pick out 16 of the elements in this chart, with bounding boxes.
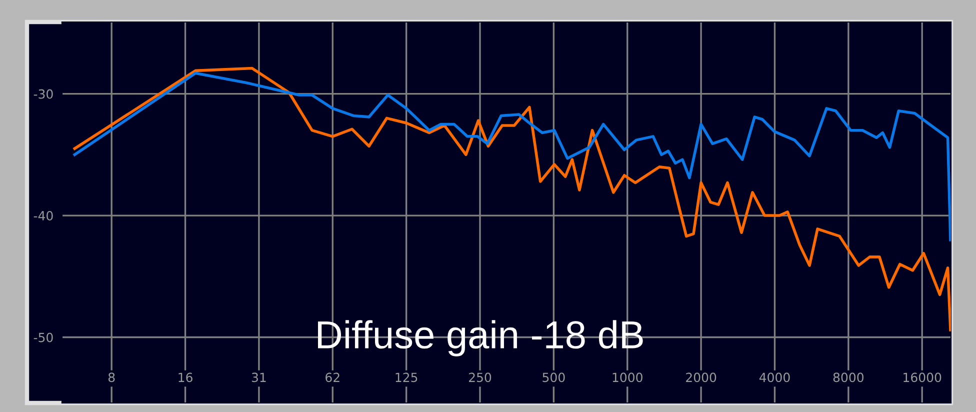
y-tick-label: -50 <box>34 332 53 342</box>
x-tick-label: 4000 <box>759 372 790 382</box>
x-tick-label: 8000 <box>833 372 864 382</box>
x-tick-label: 8 <box>108 372 115 382</box>
x-tick-label: 31 <box>252 372 266 382</box>
y-tick-label: -30 <box>34 89 53 99</box>
x-tick-label: 62 <box>326 372 340 382</box>
x-tick-label: 500 <box>542 372 565 382</box>
x-tick-label: 250 <box>468 372 492 382</box>
x-tick-label: 16000 <box>904 372 942 382</box>
annotation: Diffuse gain -18 dB <box>318 320 643 356</box>
y-tick-label: -40 <box>34 211 53 220</box>
x-tick-label: 2000 <box>686 372 716 382</box>
x-tick-label: 1000 <box>612 372 642 382</box>
x-tick-label: 125 <box>396 372 418 382</box>
x-tick-label: 16 <box>178 372 192 382</box>
